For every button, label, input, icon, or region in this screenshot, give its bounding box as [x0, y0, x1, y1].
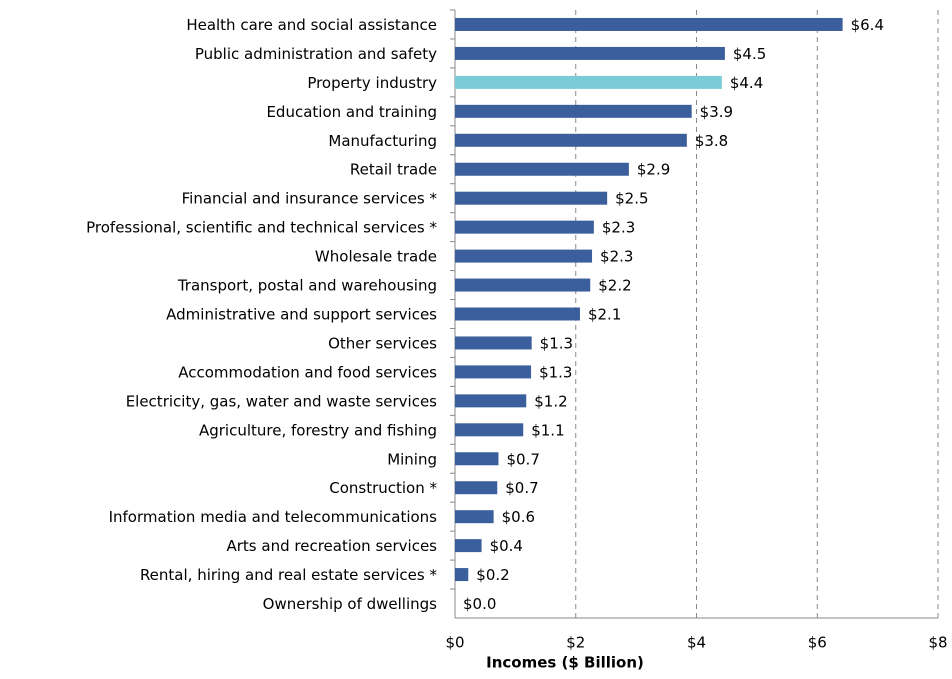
bar: [455, 278, 591, 292]
bar: [455, 481, 498, 495]
y-tick-label: Transport, postal and warehousing: [177, 277, 437, 295]
value-label: $0.4: [490, 537, 523, 555]
y-tick-label: Retail trade: [350, 161, 437, 179]
bar: [455, 162, 629, 176]
value-label: $1.3: [539, 363, 572, 381]
bar: [455, 307, 580, 321]
value-label: $0.7: [505, 479, 538, 497]
x-tick-label: $4: [687, 634, 706, 652]
value-label: $4.5: [733, 45, 766, 63]
y-tick-label: Other services: [328, 334, 437, 352]
bar: [455, 510, 494, 524]
value-label: $6.4: [851, 16, 884, 34]
y-tick-label: Property industry: [307, 74, 437, 92]
y-tick-label: Rental, hiring and real estate services …: [140, 566, 438, 584]
y-tick-label: Financial and insurance services *: [182, 190, 438, 208]
y-tick-label: Electricity, gas, water and waste servic…: [126, 392, 437, 410]
bar: [455, 46, 725, 60]
y-tick-label: Agriculture, forestry and fishing: [199, 421, 437, 439]
value-label: $2.1: [588, 306, 621, 324]
x-tick-label: $8: [928, 634, 947, 652]
bar: [455, 75, 722, 89]
y-tick-label: Arts and recreation services: [227, 537, 438, 555]
bar: [455, 394, 527, 408]
y-tick-label: Manufacturing: [328, 132, 437, 150]
x-tick-label: $2: [566, 634, 585, 652]
bar: [455, 568, 469, 582]
bar: [455, 133, 687, 147]
value-label: $2.3: [602, 219, 635, 237]
bar: [455, 249, 593, 263]
y-tick-label: Professional, scientific and technical s…: [86, 219, 437, 237]
x-axis-title: Incomes ($ Billion): [486, 654, 644, 672]
x-tick-label: $0: [445, 634, 464, 652]
y-tick-label: Ownership of dwellings: [263, 595, 438, 613]
bar: [455, 191, 608, 205]
y-tick-label: Accommodation and food services: [178, 363, 437, 381]
y-tick-label: Wholesale trade: [315, 248, 437, 266]
value-label: $2.5: [615, 190, 648, 208]
value-label: $2.9: [637, 161, 670, 179]
value-label: $0.6: [502, 508, 535, 526]
value-label: $2.3: [600, 248, 633, 266]
value-label: $0.7: [506, 450, 539, 468]
value-label: $1.3: [540, 334, 573, 352]
value-label: $2.2: [598, 277, 631, 295]
value-label: $1.1: [531, 421, 564, 439]
value-label: $1.2: [534, 392, 567, 410]
y-tick-label: Construction *: [329, 479, 437, 497]
value-label: $0.2: [476, 566, 509, 584]
value-label: $4.4: [730, 74, 763, 92]
value-label: $3.9: [700, 103, 733, 121]
bar: [455, 220, 594, 234]
y-tick-label: Education and training: [266, 103, 437, 121]
x-tick-label: $6: [808, 634, 827, 652]
bar: [455, 336, 532, 350]
value-label: $3.8: [695, 132, 728, 150]
y-tick-label: Information media and telecommunications: [109, 508, 438, 526]
bar: [455, 539, 482, 553]
y-tick-label: Mining: [387, 450, 437, 468]
bar: [455, 365, 532, 379]
bar: [455, 104, 692, 118]
bar: [455, 452, 499, 466]
y-tick-label: Public administration and safety: [195, 45, 437, 63]
y-tick-label: Administrative and support services: [166, 306, 437, 324]
y-tick-label: Health care and social assistance: [186, 16, 437, 34]
bar: [455, 423, 524, 437]
bar: [455, 17, 843, 31]
value-label: $0.0: [463, 595, 496, 613]
